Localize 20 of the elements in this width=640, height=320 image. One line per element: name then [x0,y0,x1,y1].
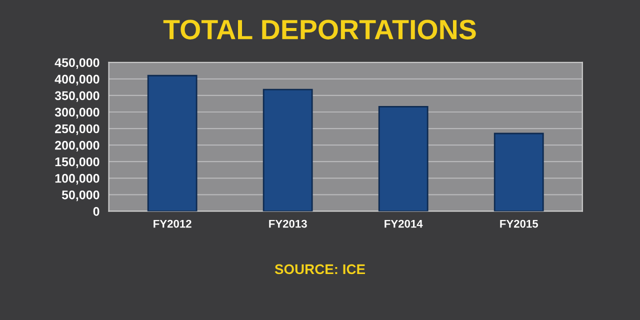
y-tick-label: 250,000 [55,124,100,135]
y-tick-label: 100,000 [55,174,100,185]
y-tick-label: 200,000 [55,140,100,152]
y-tick-label: 50,000 [62,190,100,202]
source-note: SOURCE: ICE [274,264,365,274]
x-tick-label: FY2015 [500,220,538,228]
x-tick-label: FY2012 [154,220,192,228]
y-tick-label: 400,000 [54,74,100,86]
y-tick-label: 450,000 [54,58,100,69]
y-tick-label: 150,000 [55,157,100,168]
bar [147,74,198,212]
chart-title: TOTAL DEPORTATIONS [163,20,476,40]
bar [494,132,544,212]
y-tick-label: 0 [93,207,100,216]
y-tick-label: 300,000 [54,108,100,118]
bar [378,106,428,212]
x-tick-label: FY2013 [269,220,307,228]
x-tick-label: FY2014 [384,220,423,228]
bar [262,88,313,212]
y-tick-label: 350,000 [54,91,100,102]
